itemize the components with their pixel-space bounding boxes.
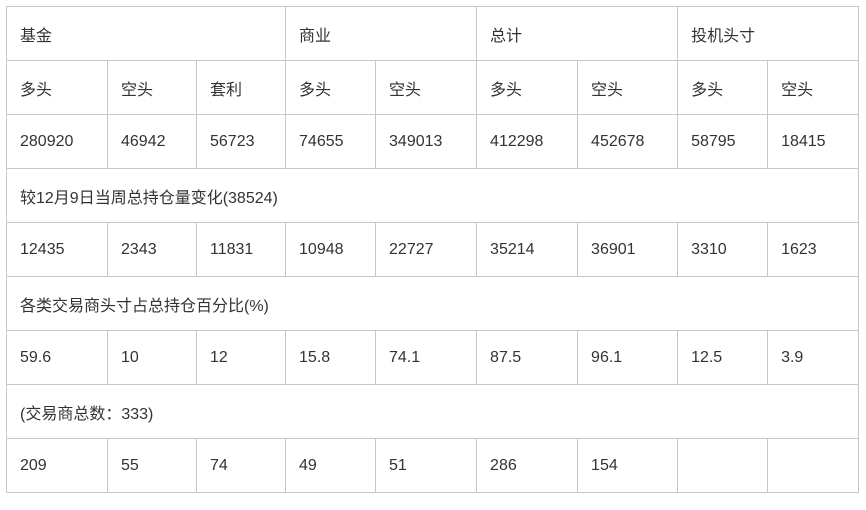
table-cell: 12: [195, 330, 287, 385]
table-header-cell: 较12月9日当周总持仓量变化(38524): [5, 168, 860, 223]
table-cell: 11831: [195, 222, 287, 277]
table-cell: 12.5: [677, 330, 769, 385]
table-cell: 空头: [107, 60, 197, 115]
table-header-cell: 基金: [5, 6, 287, 61]
table-row: 280920 46942 56723 74655 349013 412298 452678 5…: [6, 114, 860, 169]
table-cell: 空头: [577, 60, 679, 115]
table-header-cell: 各类交易商头寸占总持仓百分比(%): [5, 276, 860, 331]
table-header-cell: 投机头寸: [677, 6, 860, 61]
table-cell: 多头: [285, 60, 377, 115]
table-cell: 46942: [107, 114, 197, 169]
table-cell: 2343: [107, 222, 197, 277]
table-cell: 空头: [767, 60, 860, 115]
table-row: (交易商总数：333): [5, 384, 860, 439]
table-cell: [767, 438, 860, 493]
table-cell: 3.9: [767, 330, 860, 385]
table-cell: 412298: [476, 114, 579, 169]
table-cell: 3310: [677, 222, 769, 277]
table-row: 12435 2343 11831 10948 22727 35214 36901 3310 16…: [6, 222, 860, 277]
table-cell: 18415: [767, 114, 860, 169]
table-cell: 多头: [677, 60, 769, 115]
table-cell: 1623: [767, 222, 860, 277]
table-cell: 209: [6, 438, 108, 493]
table-cell: 154: [577, 438, 679, 493]
table-row: 各类交易商头寸占总持仓百分比(%): [5, 276, 860, 331]
table-row: 基金 商业 总计 投机头寸: [5, 6, 860, 61]
table-cell: 56723: [195, 114, 287, 169]
table-cell: 280920: [6, 114, 108, 169]
table-cell: 74: [195, 438, 287, 493]
table-cell: 349013: [375, 114, 478, 169]
table-header-cell: (交易商总数：333): [5, 384, 860, 439]
cot-positions-table: 基金 商业 总计 投机头寸 多头 空头 套利 多头 空头 多头 空头 多头 空头 280920 46942 5…: [5, 6, 860, 493]
table-body: 基金 商业 总计 投机头寸 多头 空头 套利 多头 空头 多头 空头 多头 空头 280920 46942 5…: [5, 6, 860, 493]
table-cell: 55: [107, 438, 197, 493]
table-header-cell: 商业: [285, 6, 478, 61]
table-cell: 36901: [577, 222, 679, 277]
table-cell: 74.1: [375, 330, 478, 385]
table-cell: 35214: [476, 222, 579, 277]
table-cell: 87.5: [476, 330, 579, 385]
table-cell: 12435: [6, 222, 108, 277]
table-cell: 74655: [285, 114, 377, 169]
table-cell: 59.6: [6, 330, 108, 385]
table-cell: 套利: [195, 60, 287, 115]
table-cell: 多头: [476, 60, 579, 115]
table-cell: [677, 438, 769, 493]
table-row: 209 55 74 49 51 286 154: [6, 438, 860, 493]
table-cell: 15.8: [285, 330, 377, 385]
table-cell: 58795: [677, 114, 769, 169]
table-cell: 286: [476, 438, 579, 493]
table-row: 多头 空头 套利 多头 空头 多头 空头 多头 空头: [6, 60, 860, 115]
table-cell: 452678: [577, 114, 679, 169]
table-cell: 10: [107, 330, 197, 385]
table-row: 较12月9日当周总持仓量变化(38524): [5, 168, 860, 223]
table-cell: 51: [375, 438, 478, 493]
table-header-cell: 总计: [476, 6, 679, 61]
table-cell: 10948: [285, 222, 377, 277]
table-cell: 96.1: [577, 330, 679, 385]
table-row: 59.6 10 12 15.8 74.1 87.5 96.1 12.5 3.9: [6, 330, 860, 385]
table-cell: 空头: [375, 60, 478, 115]
table-cell: 多头: [6, 60, 108, 115]
table-cell: 22727: [375, 222, 478, 277]
table-cell: 49: [285, 438, 377, 493]
